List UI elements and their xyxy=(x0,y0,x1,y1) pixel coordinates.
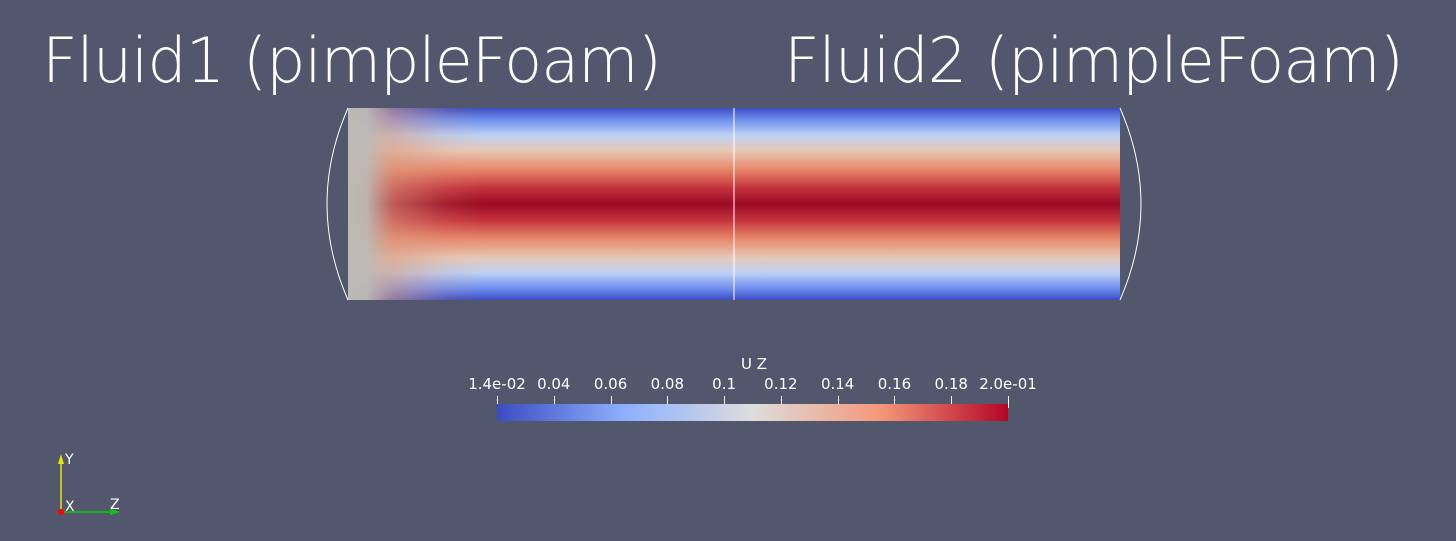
colorbar-tick-label: 1.4e-02 xyxy=(468,375,526,393)
x-axis-dot-icon xyxy=(58,509,64,515)
colorbar-tick xyxy=(554,396,555,408)
colorbar-tick-label: 0.16 xyxy=(877,375,912,393)
colorbar-tick xyxy=(894,396,895,408)
y-axis-label: Y xyxy=(65,452,74,468)
inlet-development-region xyxy=(348,108,734,300)
z-axis-arrow-icon xyxy=(110,509,120,515)
colorbar-tick-label: 0.04 xyxy=(537,375,571,393)
colorbar-tick xyxy=(497,396,498,408)
colorbar-tick-label: 2.0e-01 xyxy=(979,375,1037,393)
colorbar-tick-label: 0.18 xyxy=(934,375,968,393)
fluid1-title: Fluid1 (pimpleFoam) xyxy=(42,24,662,97)
colorbar-tick xyxy=(667,396,668,408)
colorbar-tick xyxy=(1008,396,1009,408)
colorbar-tick-label: 0.14 xyxy=(820,375,855,393)
colorbar-tick-label: 0.1 xyxy=(712,375,737,393)
colorbar-tick xyxy=(951,396,952,408)
colorbar-tick xyxy=(724,396,725,408)
fluid2-domain xyxy=(734,108,1120,300)
y-axis-arrow-icon xyxy=(58,454,64,464)
colorbar-tick-label: 0.06 xyxy=(593,375,628,393)
colorbar-tick-label: 0.12 xyxy=(764,375,798,393)
pipe-domain xyxy=(326,107,1142,301)
colorbar-tick xyxy=(611,396,612,408)
colorbar-tick xyxy=(838,396,839,408)
colorbar xyxy=(497,404,1008,421)
z-axis-label: Z xyxy=(110,497,120,513)
left-cap-outline xyxy=(326,107,349,301)
orientation-axes-graphic xyxy=(58,454,120,515)
colorbar-tick-label: 0.08 xyxy=(650,375,685,393)
x-axis-label: X xyxy=(65,499,75,515)
right-cap-outline xyxy=(1119,107,1142,301)
orientation-axes: Y X Z xyxy=(50,450,130,524)
colorbar-tick xyxy=(781,396,782,408)
colorbar-title: U Z xyxy=(740,355,768,373)
fluid2-title: Fluid2 (pimpleFoam) xyxy=(784,24,1404,97)
